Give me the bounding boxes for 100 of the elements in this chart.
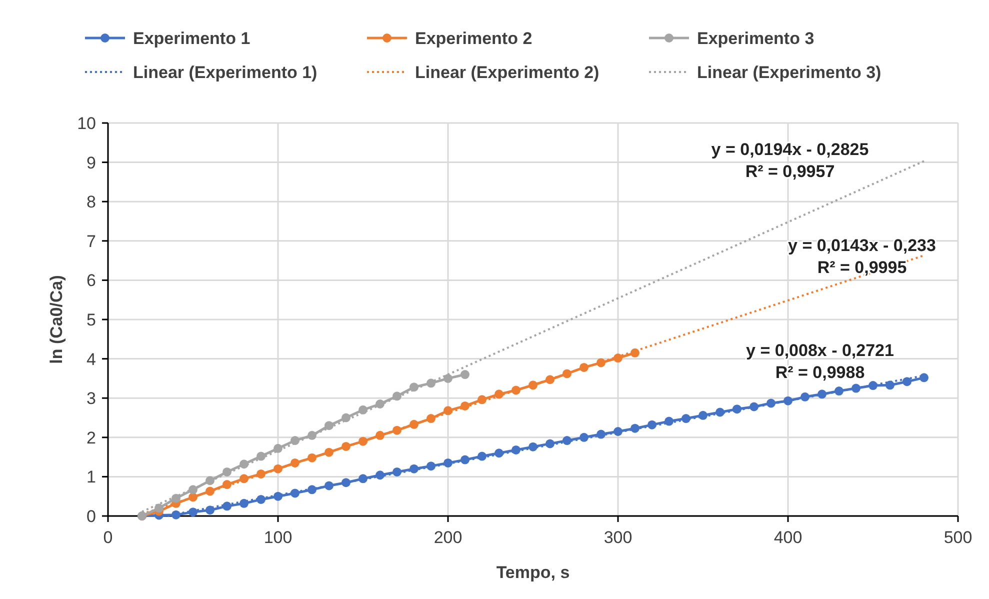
point	[274, 492, 282, 501]
point	[324, 421, 334, 430]
point	[376, 470, 384, 480]
point	[614, 427, 622, 436]
point	[392, 467, 402, 476]
point	[562, 369, 572, 378]
point	[512, 445, 520, 454]
point	[308, 485, 316, 494]
point	[392, 426, 402, 435]
y-tick-label: 2	[86, 428, 96, 448]
point	[630, 424, 640, 433]
legend-label: Experimento 3	[697, 29, 814, 48]
point	[358, 405, 368, 414]
point	[240, 474, 248, 484]
point	[188, 485, 198, 494]
point	[308, 453, 316, 462]
point	[580, 432, 588, 442]
point	[444, 374, 452, 383]
point	[308, 430, 316, 440]
point	[648, 420, 656, 430]
point	[460, 370, 470, 380]
point	[750, 402, 758, 412]
point	[546, 439, 554, 448]
point	[580, 362, 588, 372]
point	[290, 436, 300, 446]
point	[376, 399, 384, 408]
point	[460, 455, 470, 464]
point	[172, 510, 180, 520]
point	[818, 390, 826, 399]
x-tick-label: 300	[604, 528, 632, 547]
point	[222, 480, 232, 490]
legend-label: Experimento 1	[133, 29, 250, 48]
point	[222, 467, 232, 476]
point	[886, 380, 894, 390]
point	[290, 488, 300, 498]
point	[426, 378, 436, 388]
point	[546, 375, 554, 384]
point	[444, 406, 452, 416]
point	[852, 384, 860, 393]
x-tick-label: 0	[103, 528, 113, 547]
point	[154, 504, 164, 513]
point	[664, 416, 674, 426]
point	[784, 396, 792, 406]
point	[240, 460, 248, 469]
legend-label: Linear (Experimento 1)	[133, 63, 318, 82]
y-tick-label: 3	[86, 389, 96, 408]
point	[188, 508, 198, 517]
point	[732, 404, 742, 414]
x-axis-title: Tempo, s	[496, 563, 570, 582]
point	[206, 486, 214, 496]
point	[410, 382, 418, 392]
point	[766, 398, 776, 408]
y-tick-label: 7	[86, 232, 96, 251]
annotation: y = 0,008x - 0,2721 R² = 0,9988	[746, 341, 894, 382]
legend-label: Linear (Experimento 3)	[697, 63, 882, 82]
y-tick-label: 4	[86, 350, 96, 369]
point	[494, 390, 504, 399]
point	[410, 420, 418, 429]
point	[528, 442, 538, 452]
x-tick-label: 400	[774, 528, 802, 547]
y-axis-title: ln (Ca0/Ca)	[47, 275, 66, 364]
point	[206, 476, 214, 486]
point	[358, 474, 368, 484]
point	[682, 414, 690, 424]
point	[222, 502, 232, 511]
point	[206, 506, 214, 515]
point	[188, 492, 198, 502]
y-tick-label: 10	[77, 114, 96, 133]
x-tick-label: 100	[264, 528, 292, 547]
point	[290, 458, 300, 468]
point	[902, 377, 912, 386]
point	[342, 413, 350, 422]
point	[240, 498, 248, 508]
point	[698, 410, 708, 420]
y-tick-label: 5	[86, 310, 96, 330]
point	[444, 458, 452, 468]
point	[358, 436, 368, 446]
point	[460, 401, 470, 410]
point	[342, 478, 350, 488]
point	[274, 464, 282, 474]
point	[478, 452, 486, 461]
x-tick-label: 500	[944, 528, 972, 547]
point	[528, 380, 538, 390]
point	[376, 430, 384, 440]
point	[324, 481, 334, 490]
y-tick-label: 0	[86, 507, 96, 526]
point	[426, 414, 436, 424]
point	[392, 392, 402, 401]
point	[920, 373, 928, 382]
point	[256, 469, 266, 478]
legend-label: Experimento 2	[415, 29, 532, 48]
point	[256, 494, 266, 504]
point	[630, 348, 640, 358]
y-tick-label: 8	[86, 192, 96, 212]
point	[324, 448, 334, 457]
point	[274, 444, 282, 453]
point	[342, 442, 350, 451]
y-tick-label: 9	[86, 153, 96, 172]
annotation: y = 0,0194x - 0,2825 R² = 0,9957	[711, 140, 869, 181]
point	[562, 436, 572, 446]
